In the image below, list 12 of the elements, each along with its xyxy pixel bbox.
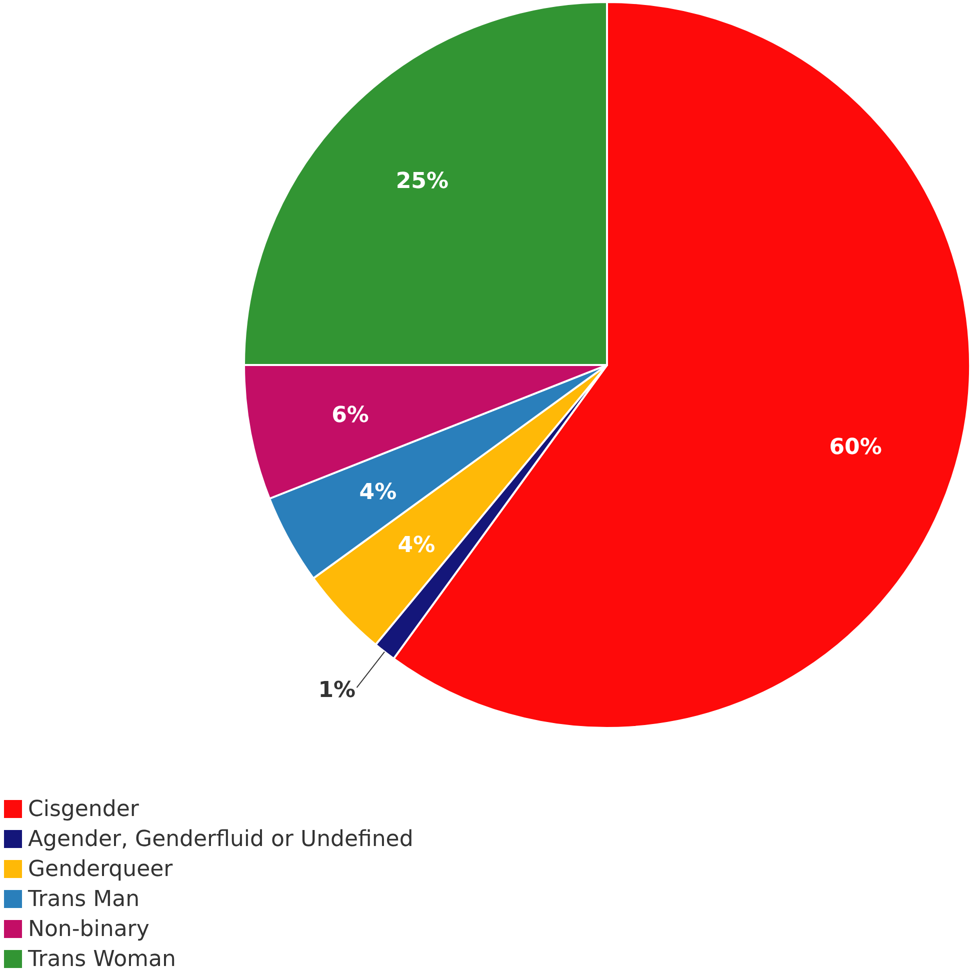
legend-label: Trans Woman bbox=[28, 946, 176, 972]
data-label: 25% bbox=[396, 169, 449, 194]
legend-label: Genderqueer bbox=[28, 856, 173, 882]
data-label: 1% bbox=[318, 678, 356, 704]
data-label: 60% bbox=[829, 434, 882, 460]
legend-label: Agender, Genderfluid or Undefined bbox=[28, 826, 414, 852]
data-label: 4% bbox=[398, 532, 436, 558]
legend-label: Cisgender bbox=[28, 796, 139, 822]
legend-label: Non-binary bbox=[28, 916, 150, 942]
data-label: 6% bbox=[332, 402, 369, 428]
data-label: 4% bbox=[359, 480, 397, 505]
legend-label: Trans Man bbox=[28, 886, 140, 912]
